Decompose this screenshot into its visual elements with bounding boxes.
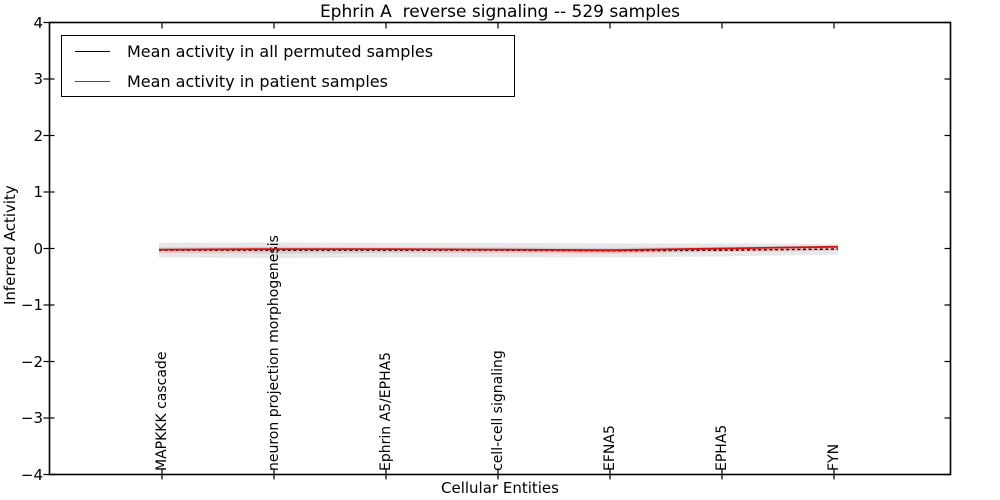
y-tick-label: 1 <box>33 183 43 201</box>
y-tick-label: −4 <box>20 466 43 484</box>
y-tick-label: −2 <box>20 353 43 371</box>
y-axis-label: Inferred Activity <box>1 185 19 305</box>
y-tick-label: −3 <box>20 409 43 427</box>
legend: Mean activity in all permuted samples Me… <box>61 35 515 97</box>
legend-line-patient-icon <box>75 80 110 82</box>
series-line-solid <box>159 245 838 252</box>
legend-label-patient: Mean activity in patient samples <box>127 71 388 91</box>
x-axis-label: Cellular Entities <box>441 479 559 497</box>
legend-line-permuted-icon <box>75 50 110 52</box>
chart-title: Ephrin A reverse signaling -- 529 sample… <box>319 2 681 22</box>
y-tick-label: 3 <box>33 70 43 88</box>
y-tick-label: 4 <box>33 14 43 32</box>
legend-label-permuted: Mean activity in all permuted samples <box>127 41 434 61</box>
y-tick-label: 0 <box>33 240 43 258</box>
axis-ticks <box>43 21 951 480</box>
y-tick-label: −1 <box>20 296 43 314</box>
y-tick-label: 2 <box>33 127 43 145</box>
legend-item-permuted: Mean activity in all permuted samples <box>62 43 514 60</box>
legend-item-patient: Mean activity in patient samples <box>62 73 514 90</box>
